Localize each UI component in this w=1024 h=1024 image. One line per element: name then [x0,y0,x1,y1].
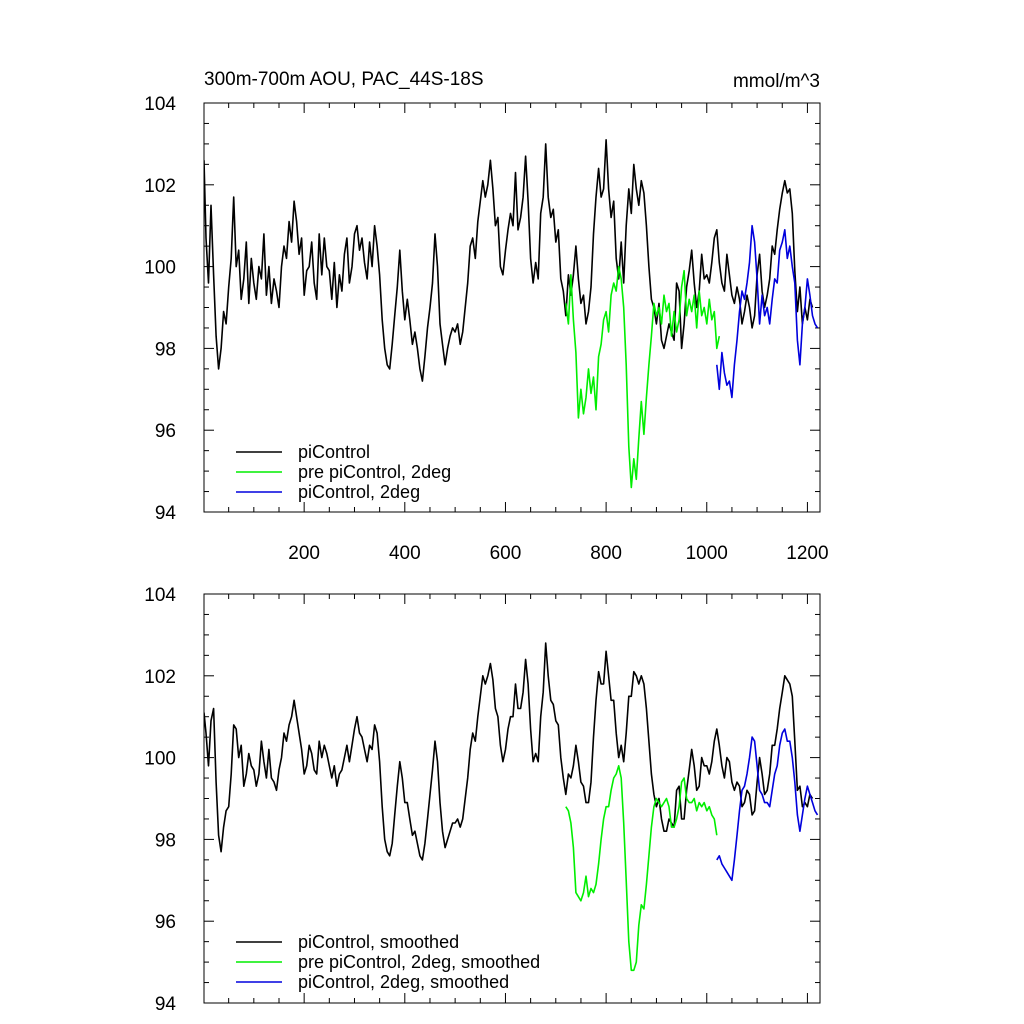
y-tick-label: 94 [155,503,177,524]
y-tick-label: 104 [144,94,176,115]
top-panel: 300m-700m AOU, PAC_44S-18S mmol/m^3 94 96… [144,69,828,564]
y-tick-label: 102 [144,176,176,197]
plot-frame [203,593,821,1004]
series-line-3 [716,728,819,882]
x-tick-label: 200 [288,543,320,564]
x-tick-label: 400 [389,543,421,564]
y-tick-label: 100 [144,258,176,279]
legend-label: piControl, 2deg [298,482,420,502]
plot-frame [203,102,821,513]
y-tick-label: 104 [144,585,176,606]
x-tick-label: 600 [490,543,522,564]
y-tick-label: 96 [155,912,176,933]
legend-label: piControl, 2deg, smoothed [298,972,509,992]
legend-label: piControl [298,442,370,462]
series-line-1 [204,642,814,861]
series-line-3 [716,224,819,399]
legend-label: piControl, smoothed [298,932,459,952]
y-tick-label: 100 [144,749,176,770]
legend-label: pre piControl, 2deg, smoothed [298,952,540,972]
x-tick-label: 800 [590,543,622,564]
y-tick-label: 94 [155,994,177,1015]
x-tick-label: 1200 [786,543,828,564]
series-line-2 [565,265,721,489]
y-tick-label: 102 [144,667,176,688]
series-line-1 [204,139,814,382]
x-tick-label: 1000 [686,543,728,564]
y-tick-label: 98 [155,830,176,851]
series-line-2 [565,765,718,972]
chart-title: 300m-700m AOU, PAC_44S-18S [204,69,484,90]
y-tick-label: 96 [155,421,176,442]
y-tick-label: 98 [155,339,176,360]
legend-label: pre piControl, 2deg [298,462,451,482]
units-label: mmol/m^3 [733,71,820,92]
